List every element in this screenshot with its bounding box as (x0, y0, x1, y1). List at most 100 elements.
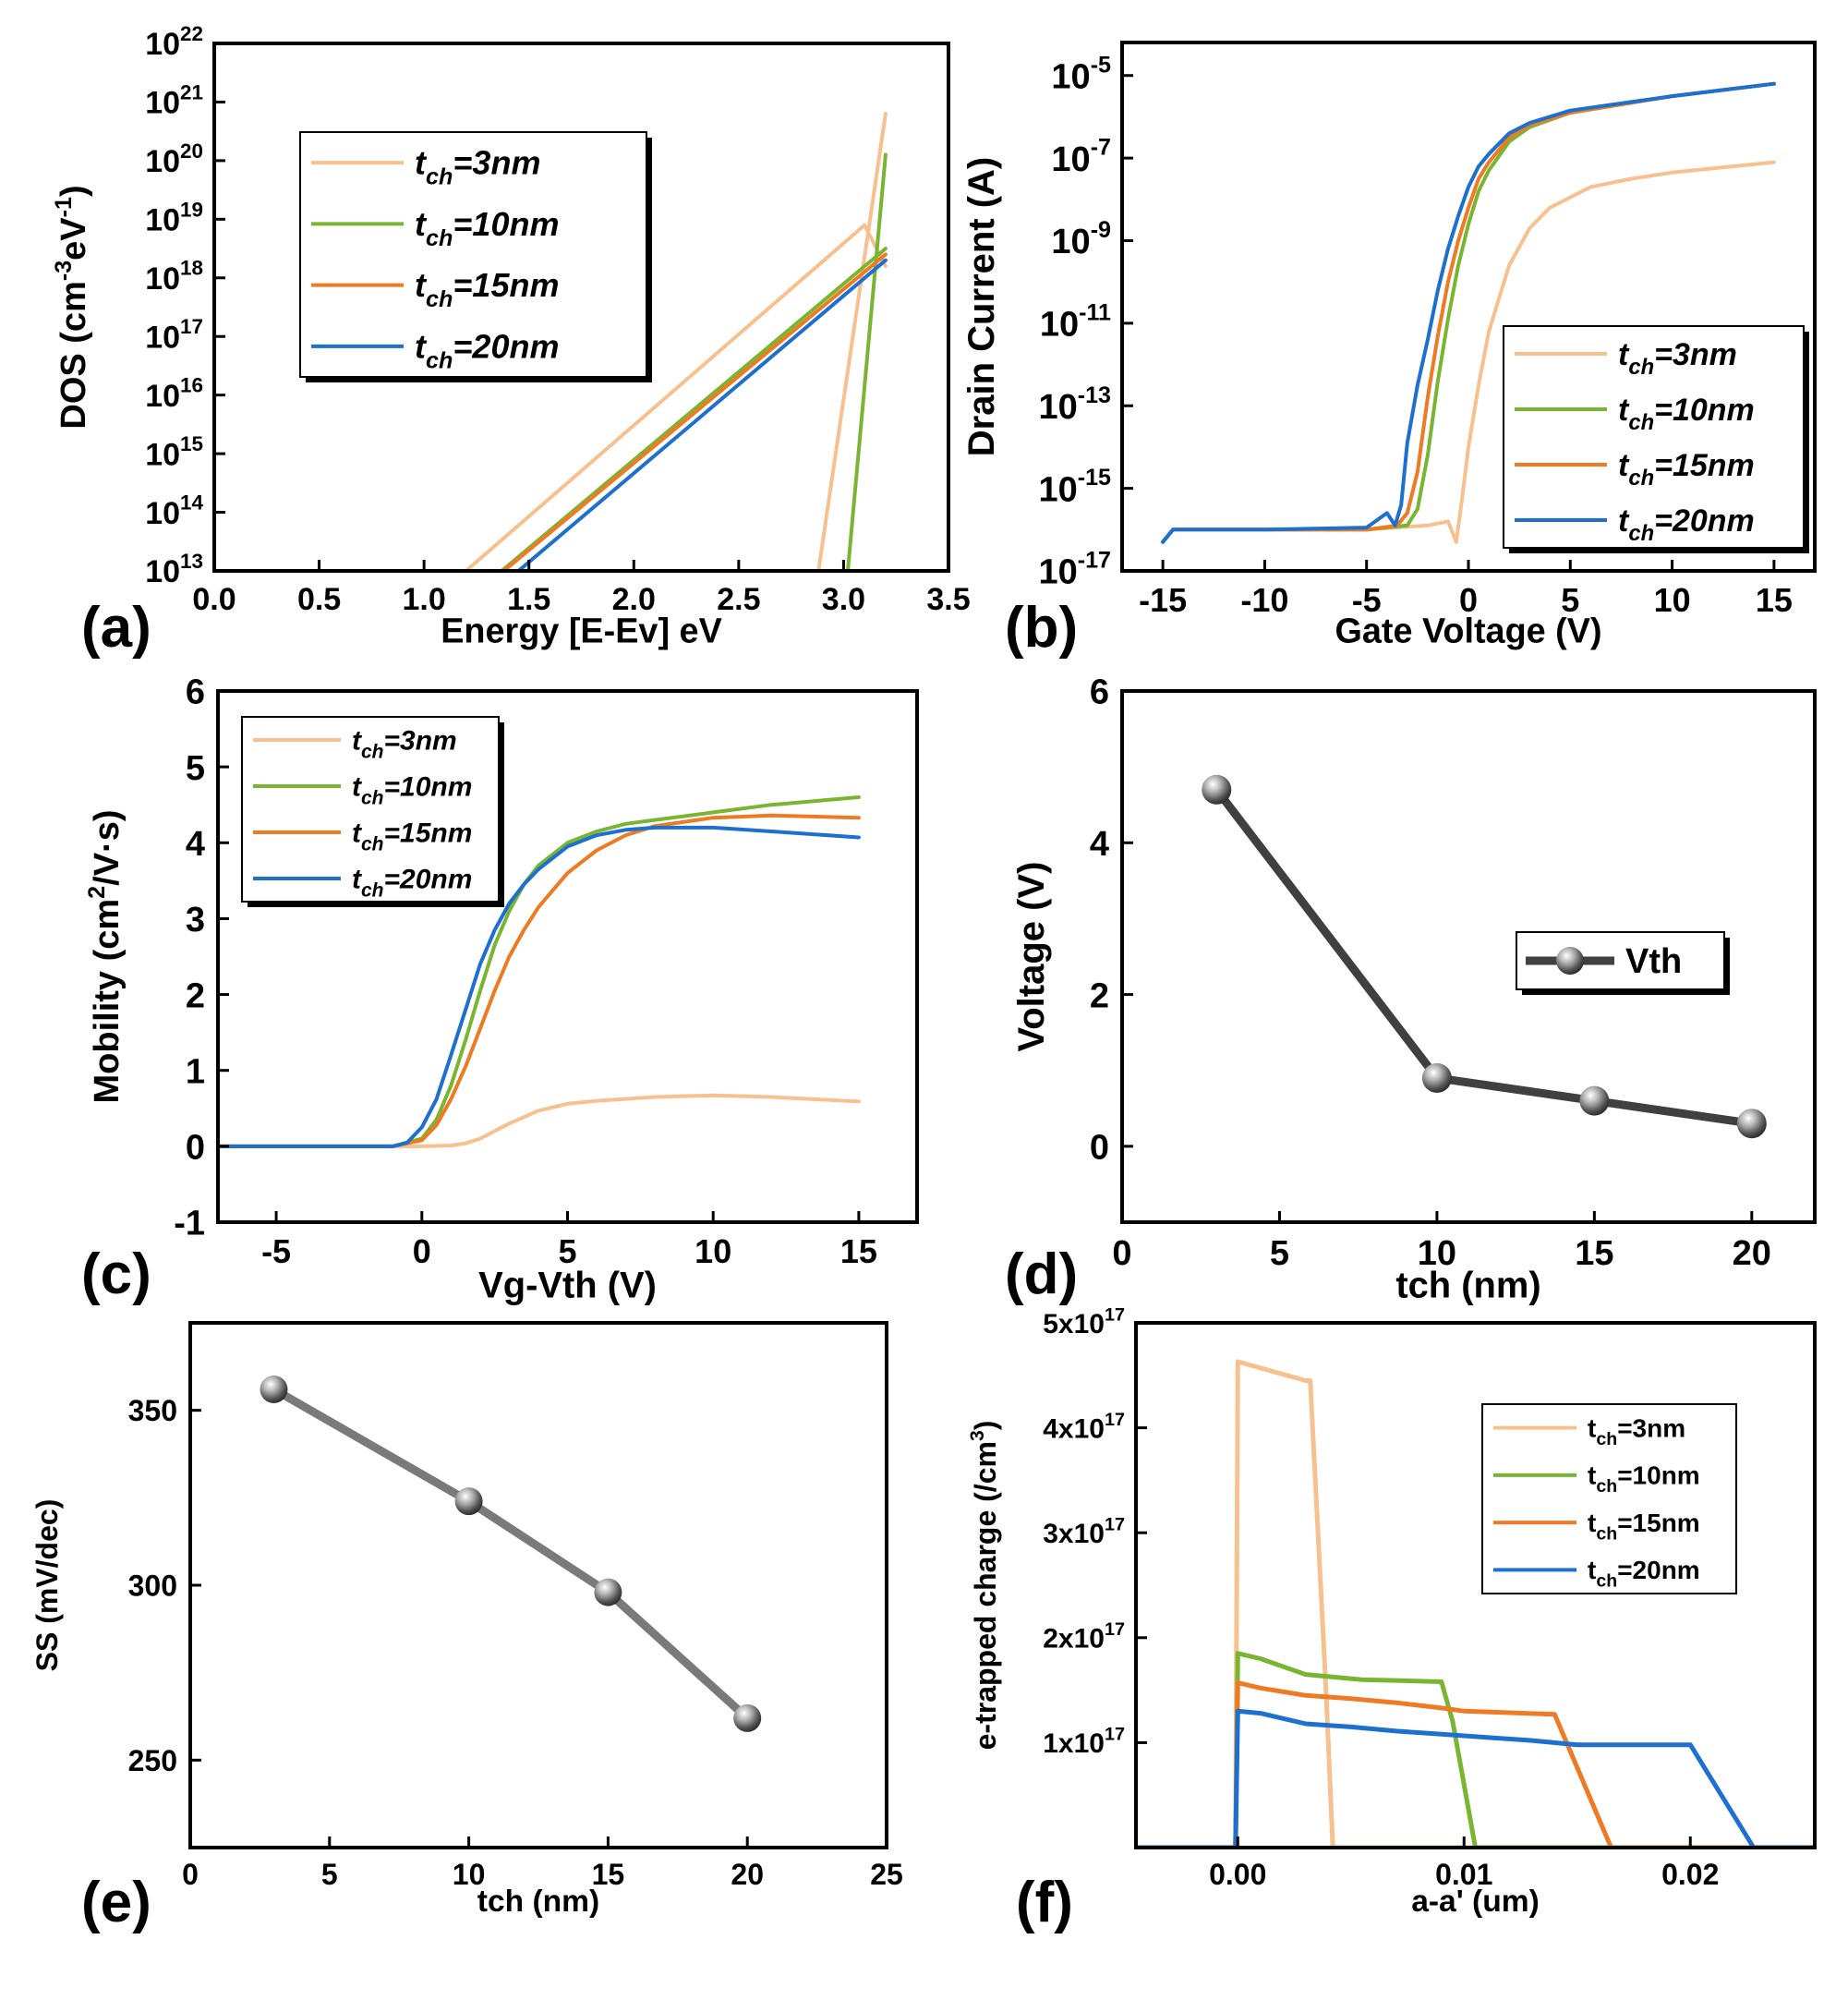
x-tick-label: 0.0 (192, 582, 236, 617)
x-tick-label: 0.01 (1435, 1858, 1492, 1891)
legend-label: tch=3nm (1618, 337, 1737, 380)
y-tick-label: 1017 (145, 315, 203, 355)
series-line (501, 252, 888, 571)
x-tick-label: -10 (1240, 581, 1288, 619)
x-tick-label: 5 (321, 1858, 338, 1891)
y-tick-label: 10-7 (1051, 135, 1111, 179)
x-tick-label: 15 (1575, 1234, 1613, 1273)
data-point (454, 1487, 483, 1516)
x-tick-label: -15 (1139, 581, 1187, 619)
x-tick-label: 10 (695, 1232, 731, 1270)
x-tick-label: 15 (840, 1232, 877, 1270)
series-line (216, 813, 861, 1148)
legend-label: tch=20nm (352, 865, 472, 902)
series-line (516, 258, 888, 571)
panel-label: (e) (81, 1871, 151, 1934)
x-tick-label: 0.02 (1661, 1858, 1719, 1891)
y-tick-label: 10-9 (1051, 217, 1111, 261)
data-point (733, 1703, 762, 1732)
legend-frame (1503, 325, 1805, 549)
panel-label: (c) (81, 1242, 151, 1306)
x-tick-label: 15 (1756, 581, 1793, 619)
legend-marker (1556, 947, 1584, 975)
y-tick-label: 2 (186, 976, 205, 1015)
x-tick-label: 10 (1418, 1234, 1456, 1273)
series-group (464, 112, 888, 571)
series-group (1161, 81, 1776, 544)
x-tick-label: 5 (558, 1232, 576, 1270)
legend-label: tch=15nm (1588, 1509, 1700, 1544)
y-tick-label: 6 (186, 673, 205, 712)
legend-label: tch=20nm (1618, 503, 1755, 546)
legend: tch=3nm tch=10nm tch=15nm tch=20nm (241, 716, 504, 907)
x-tick-label: -5 (1352, 581, 1382, 619)
series-line (216, 1093, 861, 1148)
y-tick-label: 1x1017 (1043, 1725, 1125, 1760)
y-tick-label: 1019 (145, 198, 203, 237)
y-tick-label: 4 (186, 825, 205, 864)
x-axis-label: tch (nm) (1395, 1266, 1540, 1306)
legend-label: tch=15nm (1618, 448, 1755, 491)
legend-frame (241, 716, 500, 903)
y-tick-label: 250 (128, 1744, 177, 1777)
y-tick-label: 350 (128, 1394, 177, 1427)
x-tick-label: 0.5 (297, 582, 341, 617)
x-tick-label: 0.00 (1209, 1858, 1266, 1891)
x-axis-label: a-a' (um) (1411, 1885, 1540, 1919)
legend-label: tch=20nm (415, 327, 559, 373)
x-tick-label: 0 (182, 1858, 199, 1891)
panel-label: (a) (81, 596, 151, 660)
series-line (1136, 1708, 1815, 1849)
plot-frame (212, 42, 950, 573)
y-tick-label: 1021 (145, 80, 203, 120)
panel-d: 0 5 10 15 20 0 2 4 6 tch (nm) Voltage (V) (d) Vth (1005, 673, 1817, 1306)
y-tick-label: 0 (186, 1129, 205, 1168)
data-point (1736, 1109, 1767, 1139)
series-line (216, 795, 861, 1148)
panel-label: (d) (1005, 1242, 1078, 1306)
y-tick-label: 1013 (145, 550, 203, 589)
legend-label: tch=10nm (1588, 1461, 1700, 1497)
x-tick-label: 1.0 (403, 582, 446, 617)
y-tick-label: 5 (186, 749, 205, 788)
x-axis-label: tch (nm) (477, 1885, 599, 1919)
y-tick-label: 3 (186, 901, 205, 939)
series-group (216, 795, 861, 1148)
legend-label: tch=15nm (415, 266, 559, 312)
series-line (1212, 785, 1757, 1128)
y-tick-label: 1022 (145, 22, 203, 62)
panel-e: 0 5 10 15 20 25 250 300 350 tch (nm) SS (mV/dec) (e… (30, 1321, 903, 1934)
legend-label: tch=10nm (415, 205, 559, 251)
x-tick-label: 0 (413, 1232, 431, 1270)
y-tick-label: 1016 (145, 374, 203, 414)
y-axis-label: SS (mV/dec) (30, 1499, 64, 1672)
plot-frame (1120, 689, 1817, 1224)
y-tick-label: 2x1017 (1043, 1619, 1125, 1655)
x-tick-label: 0 (1459, 581, 1478, 619)
series-line (216, 825, 861, 1148)
y-axis-label: Mobility (cm2/V·s) (84, 810, 127, 1104)
legend-label: tch=3nm (415, 144, 540, 190)
panel-c: -5 0 5 10 15 -1 0 1 2 3 4 5 6 Vg-Vth (V) Mobility (cm2… (81, 673, 919, 1306)
y-tick-label: 1020 (145, 139, 203, 179)
legend-frame (299, 131, 647, 378)
x-tick-label: 2.5 (717, 582, 760, 617)
x-tick-label: 5 (1270, 1234, 1289, 1273)
x-tick-label: 25 (870, 1858, 903, 1891)
y-tick-label: 4x1017 (1043, 1410, 1125, 1445)
y-tick-label: 300 (128, 1570, 177, 1603)
x-axis-label: Energy [E-Ev] eV (441, 612, 722, 650)
x-tick-label: 2.0 (612, 582, 656, 617)
y-tick-label: 10-15 (1038, 465, 1111, 509)
y-tick-label: 0 (1090, 1129, 1109, 1168)
legend-label: tch=10nm (352, 772, 472, 809)
data-point (594, 1578, 622, 1606)
legend: tch=3nm tch=10nm tch=15nm tch=20nm (1481, 1403, 1737, 1594)
panel-f: 0.00 0.01 0.02 1x1017 2x1017 3x1017 4x1017 5x10… (967, 1304, 1817, 1934)
x-tick-label: 1.5 (507, 582, 550, 617)
data-point (260, 1375, 288, 1403)
x-tick-label: 0 (1112, 1234, 1131, 1273)
x-axis-label: Vg-Vth (V) (478, 1266, 657, 1306)
y-tick-label: 2 (1090, 976, 1109, 1015)
legend-label: Vth (1625, 942, 1682, 981)
